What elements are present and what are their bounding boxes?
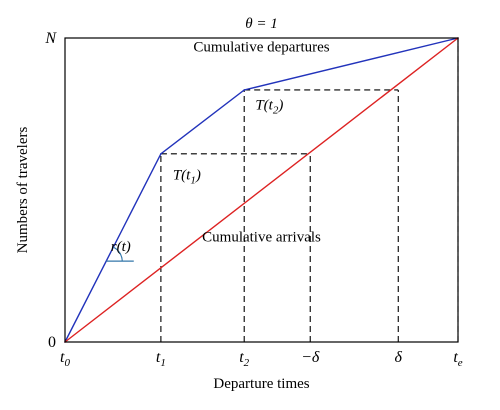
plot-frame <box>64 37 459 343</box>
x-tick-label-2: t2 <box>239 349 249 369</box>
tick-labels: t0 t1 t2 −δ δ te 0 N <box>44 30 462 369</box>
rate-angle-arc <box>112 246 123 262</box>
x-tick-label-1: t1 <box>156 349 166 369</box>
x-tick-label-5: te <box>453 349 462 369</box>
series-label-arrivals: Cumulative arrivals <box>202 230 321 246</box>
annotation-0: T(t2) <box>255 97 283 116</box>
y-tick-label-0: 0 <box>48 334 56 351</box>
x-tick-label-3: −δ <box>301 349 320 366</box>
x-axis-label: Departure times <box>213 376 309 392</box>
series-line-departures <box>64 37 459 343</box>
chart-title: θ = 1 <box>245 16 278 32</box>
series-line-arrivals <box>64 37 459 343</box>
annotation-2: r(t) <box>111 239 131 255</box>
series-label-departures: Cumulative departures <box>193 40 329 56</box>
x-tick-label-0: t0 <box>60 349 70 369</box>
x-tick-label-4: δ <box>395 349 403 366</box>
annotations: T(t2) T(t1) r(t) <box>111 97 284 254</box>
data-point <box>160 153 162 155</box>
y-tick-label-1: N <box>44 30 57 47</box>
data-point <box>243 89 246 91</box>
annotation-1: T(t1) <box>173 167 201 186</box>
y-axis-label: Numbers of travelers <box>15 127 31 254</box>
